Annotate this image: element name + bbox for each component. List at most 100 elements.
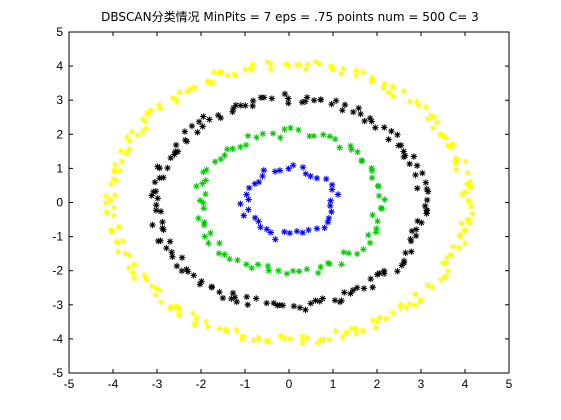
scatter-point xyxy=(148,192,155,199)
x-tick-label: -3 xyxy=(152,377,163,391)
chart-title: DBSCAN分类情况 MinPits = 7 eps = .75 points … xyxy=(101,10,479,24)
scatter-point xyxy=(131,274,138,282)
scatter-point xyxy=(317,336,324,344)
scatter-point xyxy=(369,211,376,219)
scatter-point xyxy=(320,336,327,343)
scatter-point xyxy=(237,102,244,109)
scatter-point xyxy=(173,262,181,270)
scatter-point xyxy=(303,266,311,273)
scatter-point xyxy=(111,191,119,199)
scatter-point xyxy=(204,323,211,331)
scatter-point xyxy=(360,285,368,292)
series-ring-3 xyxy=(102,58,476,347)
scatter-point xyxy=(114,248,122,255)
scatter-point xyxy=(178,267,186,275)
scatter-point xyxy=(188,122,196,130)
scatter-point xyxy=(323,175,330,183)
scatter-point xyxy=(449,141,456,148)
scatter-point xyxy=(171,151,178,158)
scatter-point xyxy=(347,290,354,297)
scatter-point xyxy=(360,246,367,253)
scatter-point xyxy=(251,180,259,188)
scatter-point xyxy=(293,228,301,235)
scatter-point xyxy=(194,129,201,136)
x-tick-label: 5 xyxy=(506,377,513,391)
scatter-point xyxy=(400,257,408,265)
scatter-point xyxy=(205,79,213,87)
scatter-point xyxy=(290,303,298,310)
scatter-point xyxy=(418,219,425,226)
scatter-point xyxy=(152,291,159,299)
scatter-point xyxy=(169,94,177,102)
scatter-point xyxy=(321,224,328,231)
scatter-point xyxy=(221,251,228,258)
scatter-point xyxy=(232,102,240,109)
scatter-point xyxy=(462,158,469,165)
y-tick-label: -5 xyxy=(52,366,63,380)
scatter-point xyxy=(281,126,288,133)
scatter-point xyxy=(208,283,215,290)
scatter-point xyxy=(200,199,207,207)
scatter-point xyxy=(154,195,161,202)
scatter-point xyxy=(430,113,438,121)
scatter-point xyxy=(160,174,167,181)
points-layer xyxy=(102,58,476,347)
scatter-point xyxy=(216,288,223,296)
scatter-point xyxy=(466,178,474,185)
scatter-point xyxy=(115,223,123,230)
scatter-point xyxy=(245,184,253,192)
scatter-point xyxy=(316,298,323,305)
scatter-point xyxy=(265,267,273,274)
scatter-point xyxy=(187,85,194,93)
scatter-point xyxy=(316,60,323,67)
scatter-point xyxy=(209,79,216,86)
scatter-point xyxy=(327,202,334,210)
scatter-point xyxy=(108,227,116,234)
scatter-point xyxy=(306,132,313,140)
scatter-point xyxy=(372,124,379,131)
scatter-point xyxy=(304,61,311,68)
scatter-point xyxy=(424,188,432,195)
y-tick-label: -1 xyxy=(52,230,63,244)
scatter-point xyxy=(412,171,419,179)
scatter-point xyxy=(217,114,224,122)
scatter-point xyxy=(408,227,416,235)
scatter-point xyxy=(372,229,380,236)
scatter-point xyxy=(134,131,141,139)
scatter-point xyxy=(368,74,376,82)
scatter-point xyxy=(304,334,311,342)
scatter-point xyxy=(367,275,374,283)
scatter-point xyxy=(102,192,109,200)
x-tick-label: 3 xyxy=(418,377,425,391)
scatter-point xyxy=(264,58,271,66)
scatter-point xyxy=(372,324,379,331)
scatter-point xyxy=(229,108,236,116)
scatter-point xyxy=(277,134,284,141)
scatter-point xyxy=(406,160,413,168)
scatter-point xyxy=(153,201,160,209)
scatter-point xyxy=(201,233,208,240)
scatter-point xyxy=(313,174,321,182)
scatter-point xyxy=(167,154,174,162)
scatter-point xyxy=(328,100,335,108)
scatter-point xyxy=(341,101,349,109)
scatter-point xyxy=(248,264,255,272)
y-tick-label: 1 xyxy=(56,161,63,175)
scatter-point xyxy=(231,71,238,79)
scatter-point xyxy=(247,65,255,72)
scatter-point xyxy=(193,314,200,322)
scatter-point xyxy=(429,283,436,291)
scatter-point xyxy=(287,124,294,132)
scatter-point xyxy=(216,69,224,76)
y-tick-label: 0 xyxy=(56,196,63,210)
scatter-point xyxy=(406,98,414,105)
y-axis: 5 4 3 2 1 0 -1 -2 -3 -4 -5 xyxy=(52,25,509,380)
scatter-point xyxy=(237,143,244,151)
scatter-point xyxy=(239,333,246,340)
scatter-point xyxy=(265,338,273,345)
scatter-point xyxy=(191,320,198,328)
scatter-point xyxy=(110,175,117,183)
scatter-point xyxy=(423,206,430,214)
scatter-point xyxy=(268,95,276,102)
scatter-point xyxy=(195,214,202,222)
